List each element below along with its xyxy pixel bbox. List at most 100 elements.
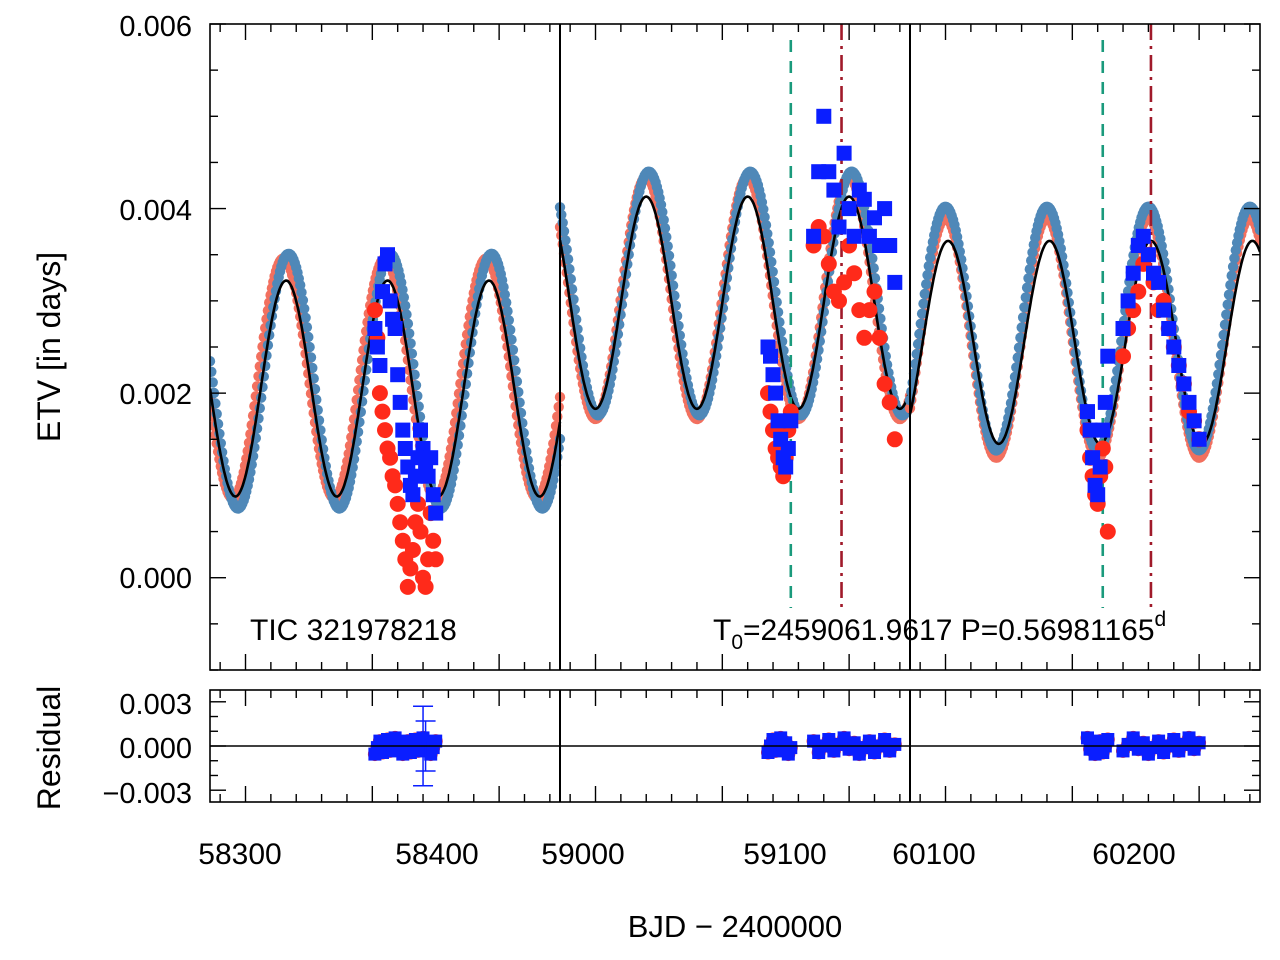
secondary-model-curve-point — [867, 253, 878, 264]
secondary-etv-point — [1176, 376, 1192, 392]
secondary-etv-point — [390, 367, 406, 383]
ephemeris-annotation: T0=2459061.9617 P=0.56981165d — [713, 608, 1166, 654]
secondary-etv-point — [369, 339, 385, 355]
secondary-model-curve-point — [1223, 289, 1235, 300]
secondary-model-curve-point — [210, 377, 218, 388]
secondary-model-curve-point — [914, 328, 925, 340]
secondary-etv-point — [887, 274, 903, 290]
residual-plot-area — [367, 705, 1207, 787]
x-tick-label: 60100 — [892, 838, 975, 871]
primary-etv-point — [371, 385, 388, 402]
primary-etv-point — [389, 495, 406, 512]
secondary-model-curve-point — [922, 269, 933, 281]
secondary-etv-point — [806, 228, 822, 244]
secondary-model-curve-point — [560, 235, 571, 246]
secondary-etv-point — [831, 219, 847, 235]
x-axis-label: BJD − 2400000 — [628, 909, 843, 944]
secondary-model-curve-point — [1024, 264, 1036, 275]
secondary-model-curve-point — [296, 287, 307, 298]
axes-layer — [209, 23, 1261, 803]
secondary-model-curve-point — [766, 256, 777, 268]
secondary-etv-point — [763, 348, 778, 364]
secondary-model-curve-point — [1221, 309, 1232, 320]
primary-etv-point — [876, 375, 893, 392]
secondary-model-curve-point — [499, 289, 510, 300]
x-tick-label: 58400 — [395, 838, 478, 871]
secondary-model-curve-point — [1016, 322, 1027, 333]
ephemeris-t-subscript: 0 — [731, 631, 743, 654]
secondary-etv-point — [778, 459, 794, 475]
secondary-model-curve-point — [300, 312, 311, 323]
primary-etv-point — [846, 265, 863, 282]
secondary-model-curve-point — [916, 308, 928, 319]
primary-etv-point — [836, 274, 853, 291]
secondary-model-curve-point — [564, 263, 575, 275]
primary-etv-point — [417, 578, 434, 595]
primary-etv-point — [425, 532, 442, 549]
primary-etv-point — [394, 532, 411, 549]
secondary-residual-point — [1167, 733, 1181, 746]
secondary-model-curve-point — [502, 306, 513, 317]
secondary-model-curve-point — [868, 263, 879, 274]
period-unit-superscript: d — [1155, 608, 1167, 631]
main-y-tick-label: 0.002 — [119, 379, 192, 411]
secondary-model-curve-point — [657, 206, 668, 218]
secondary-model-curve-point — [401, 309, 412, 320]
secondary-etv-point — [1135, 228, 1151, 244]
secondary-model-curve-point — [658, 214, 669, 226]
secondary-etv-point — [395, 422, 411, 438]
primary-etv-point — [404, 542, 421, 558]
ephemeris-t-symbol: T — [713, 614, 731, 647]
main-y-axis-label: ETV [in days] — [31, 252, 67, 442]
secondary-model-curve-point — [1225, 279, 1236, 291]
secondary-etv-point — [1191, 431, 1207, 447]
secondary-model-curve-point — [397, 284, 408, 295]
primary-etv-point — [1115, 348, 1131, 365]
secondary-model-curve-point — [556, 209, 567, 220]
secondary-residual-point — [878, 733, 892, 746]
combined-model-curve — [210, 279, 562, 498]
secondary-model-curve-point — [1219, 319, 1231, 330]
secondary-etv-point — [780, 441, 796, 456]
residual-y-axis-label: Residual — [31, 686, 67, 811]
secondary-etv-point — [836, 145, 852, 161]
secondary-model-curve-point — [925, 252, 936, 263]
secondary-etv-point — [428, 505, 444, 521]
x-tick-label: 59000 — [541, 838, 624, 871]
secondary-model-curve-point — [1027, 247, 1038, 258]
secondary-model-curve-point — [503, 315, 514, 326]
primary-etv-point — [382, 449, 399, 466]
secondary-model-curve-point — [762, 228, 773, 239]
secondary-model-curve-point — [1254, 224, 1260, 236]
primary-etv-point — [392, 514, 409, 531]
primary-etv-point — [886, 431, 903, 448]
primary-etv-point — [412, 523, 429, 540]
combined-model-curve — [558, 195, 912, 411]
secondary-etv-point — [765, 367, 781, 383]
secondary-etv-point — [1151, 274, 1167, 290]
primary-etv-point — [881, 394, 898, 411]
secondary-etv-point — [1100, 348, 1116, 364]
secondary-etv-point — [877, 201, 893, 217]
secondary-residual-point — [1126, 731, 1140, 745]
secondary-model-curve-point — [507, 344, 519, 356]
secondary-model-curve-point — [758, 204, 769, 215]
secondary-residual-point — [837, 731, 851, 745]
secondary-model-curve-point — [921, 279, 932, 290]
secondary-etv-point — [392, 394, 408, 410]
secondary-residual-point — [1182, 731, 1196, 745]
secondary-model-curve-point — [760, 219, 772, 231]
primary-etv-point — [387, 477, 404, 494]
primary-etv-point — [866, 283, 883, 300]
primary-etv-point — [399, 578, 416, 595]
secondary-model-curve-point — [1017, 312, 1029, 323]
primary-etv-point — [861, 302, 878, 319]
secondary-model-curve-point — [505, 324, 516, 336]
secondary-etv-point — [1125, 265, 1141, 281]
secondary-model-curve-point — [923, 260, 934, 272]
secondary-model-curve-point — [759, 211, 770, 223]
secondary-model-curve-point — [301, 322, 313, 333]
secondary-model-curve-point — [562, 254, 574, 265]
secondary-etv-point — [380, 247, 395, 263]
primary-etv-point — [366, 302, 383, 319]
